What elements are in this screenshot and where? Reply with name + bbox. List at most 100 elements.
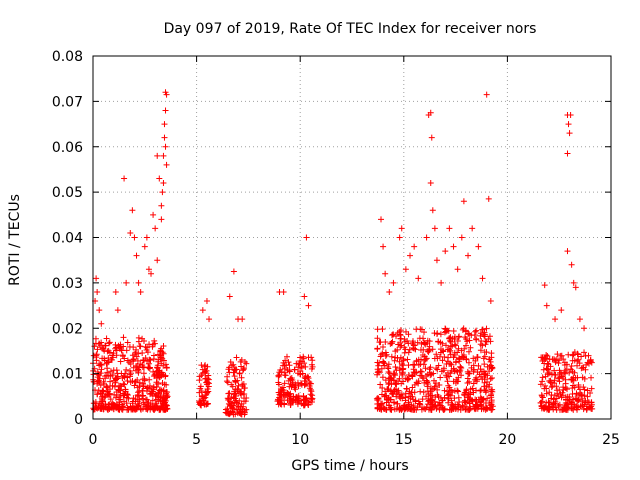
data-point (548, 371, 555, 378)
data-point (297, 354, 304, 361)
data-point (556, 386, 563, 393)
data-point (588, 359, 595, 366)
data-point (487, 298, 494, 305)
data-point (378, 365, 385, 372)
data-point (478, 396, 485, 403)
data-point (539, 398, 546, 405)
data-point (124, 391, 131, 398)
data-point (231, 373, 238, 380)
data-point (558, 352, 565, 359)
data-point (561, 402, 568, 409)
data-point (412, 397, 419, 404)
data-point (130, 395, 137, 402)
data-point (374, 359, 381, 366)
data-point (539, 394, 546, 401)
data-point (116, 387, 123, 394)
data-point (205, 376, 212, 383)
data-point (110, 401, 117, 408)
data-point (580, 406, 587, 413)
data-point (431, 225, 438, 232)
data-point (393, 405, 400, 412)
data-point (241, 384, 248, 391)
data-point (588, 385, 595, 392)
data-point (485, 195, 492, 202)
data-point (379, 350, 386, 357)
data-point (197, 385, 204, 392)
data-point (141, 377, 148, 384)
data-point (300, 353, 307, 360)
data-point (279, 386, 286, 393)
data-point (426, 343, 433, 350)
data-point (565, 351, 572, 358)
data-point (295, 398, 302, 405)
data-point (94, 346, 101, 353)
data-point (431, 355, 438, 362)
data-point (127, 229, 134, 236)
data-point (402, 375, 409, 382)
data-point (309, 398, 316, 405)
data-point (120, 334, 127, 341)
data-point (162, 373, 169, 380)
data-point (575, 356, 582, 363)
data-point (398, 225, 405, 232)
data-point (547, 379, 554, 386)
data-point (376, 339, 383, 346)
data-point (570, 279, 577, 286)
data-point (462, 327, 469, 334)
data-point (153, 391, 160, 398)
data-point (388, 406, 395, 413)
data-point (444, 378, 451, 385)
data-point (415, 398, 422, 405)
data-point (411, 243, 418, 250)
data-point (103, 360, 110, 367)
data-point (133, 252, 140, 259)
data-point (549, 383, 556, 390)
data-point (560, 356, 567, 363)
data-point (417, 368, 424, 375)
data-point (395, 341, 402, 348)
data-point (539, 374, 546, 381)
data-point (405, 399, 412, 406)
data-point (548, 384, 555, 391)
data-point (204, 390, 211, 397)
data-point (134, 384, 141, 391)
data-point (425, 391, 432, 398)
data-point (293, 393, 300, 400)
data-point (125, 395, 132, 402)
data-point (422, 365, 429, 372)
data-point (394, 400, 401, 407)
data-point (144, 400, 151, 407)
x-tick-label: 25 (602, 432, 620, 448)
data-point (383, 392, 390, 399)
data-point (465, 330, 472, 337)
data-point (559, 392, 566, 399)
data-point (414, 339, 421, 346)
data-point (143, 404, 150, 411)
data-point (438, 279, 445, 286)
data-point (225, 390, 232, 397)
data-point (566, 369, 573, 376)
data-point (481, 387, 488, 394)
data-point (402, 346, 409, 353)
data-point (439, 347, 446, 354)
data-point (483, 91, 490, 98)
data-point (417, 326, 424, 333)
data-point (157, 373, 164, 380)
data-point (448, 361, 455, 368)
data-point (134, 362, 141, 369)
data-point (104, 365, 111, 372)
data-point (582, 352, 589, 359)
data-point (482, 331, 489, 338)
data-point (555, 403, 562, 410)
data-point (443, 328, 450, 335)
data-point (421, 340, 428, 347)
data-point (436, 406, 443, 413)
data-point (137, 343, 144, 350)
data-point (308, 395, 315, 402)
data-point (485, 383, 492, 390)
data-point (402, 266, 409, 273)
grid-lines (93, 56, 611, 419)
data-point (487, 358, 494, 365)
data-point (225, 366, 232, 373)
